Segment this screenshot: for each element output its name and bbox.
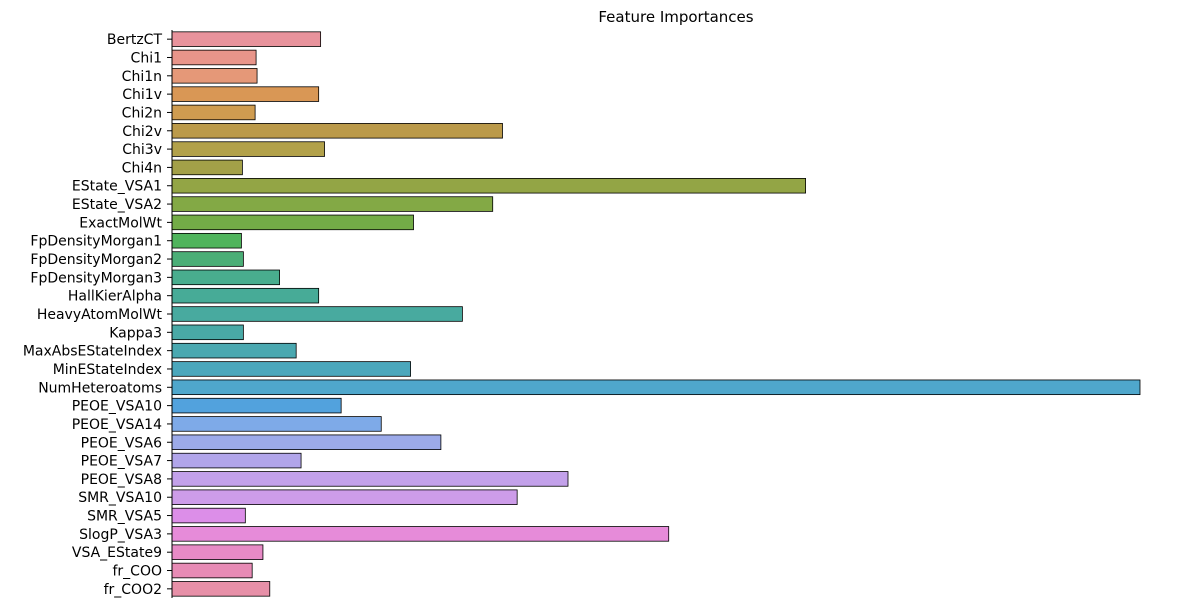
bar-estate-vsa1	[171, 178, 806, 194]
y-tick-label: ExactMolWt	[79, 215, 162, 231]
y-tick-label: EState_VSA1	[72, 179, 162, 195]
y-tick-label: NumHeteroatoms	[38, 380, 162, 396]
bar-peoe-vsa14	[171, 416, 382, 432]
y-tick-label: SMR_VSA5	[87, 509, 162, 525]
y-tick-label: HallKierAlpha	[68, 289, 162, 305]
y-tick-label: FpDensityMorgan3	[30, 270, 162, 286]
y-tick-label: Chi1	[131, 50, 162, 66]
y-tick-label: Chi3v	[122, 142, 162, 158]
y-tick-label: Chi4n	[122, 160, 162, 176]
chart-title: Feature Importances	[598, 8, 753, 26]
bar-fr-coo	[171, 562, 253, 579]
bar-chi1v	[171, 86, 320, 102]
bar-hallkieralpha	[171, 287, 320, 304]
y-tick-label: Chi2n	[122, 105, 162, 121]
bar-smr-vsa5	[171, 507, 246, 524]
bar-smr-vsa10	[171, 489, 518, 505]
bar-kappa3	[171, 324, 244, 341]
y-tick-label: PEOE_VSA8	[81, 472, 162, 488]
bar-chi1	[171, 49, 257, 66]
bar-estate-vsa2	[171, 196, 494, 212]
bar-bertzct	[171, 31, 322, 47]
bar-chi3v	[171, 141, 325, 157]
y-tick-label: fr_COO	[113, 564, 163, 580]
y-tick-label: HeavyAtomMolWt	[37, 307, 163, 323]
y-tick-label: PEOE_VSA10	[72, 399, 162, 415]
y-tick-label: PEOE_VSA7	[81, 454, 162, 470]
bar-fpdensitymorgan1	[171, 232, 242, 249]
y-tick-labels-group: BertzCT Chi1 Chi1n Chi1v Chi2n Chi2v Chi3v Chi4…	[23, 32, 172, 598]
y-tick-label: SMR_VSA10	[78, 490, 162, 506]
y-tick-label: FpDensityMorgan2	[30, 252, 162, 268]
bar-maxabsestateindex	[171, 342, 297, 359]
y-tick-label: Kappa3	[109, 325, 162, 341]
bar-chi4n	[171, 159, 243, 176]
bar-heavyatommolwt	[171, 306, 463, 322]
bar-vsa-estate9	[171, 544, 264, 560]
y-tick-label: VSA_EState9	[72, 545, 162, 561]
bar-minestateindex	[171, 361, 411, 377]
bar-chi1n	[171, 68, 258, 84]
bar-fpdensitymorgan2	[171, 251, 244, 267]
bar-chi2v	[171, 123, 503, 139]
bar-numheteroatoms	[171, 379, 1141, 396]
y-tick-label: Chi1v	[122, 87, 162, 103]
bar-fr-coo2	[171, 581, 271, 597]
bar-peoe-vsa7	[171, 452, 302, 469]
y-tick-label: FpDensityMorgan1	[30, 234, 162, 250]
bar-exactmolwt	[171, 214, 414, 231]
bar-peoe-vsa8	[171, 471, 569, 487]
y-tick-label: PEOE_VSA14	[72, 417, 162, 433]
y-tick-label: MaxAbsEStateIndex	[23, 344, 162, 360]
bar-peoe-vsa6	[171, 434, 442, 450]
y-tick-label: Chi1n	[122, 69, 162, 85]
y-tick-label: MinEStateIndex	[53, 362, 162, 378]
bar-chi2n	[171, 104, 256, 121]
y-tick-label: fr_COO2	[104, 582, 162, 598]
bar-peoe-vsa10	[171, 397, 342, 414]
y-tick-label: SlogP_VSA3	[79, 527, 162, 543]
y-tick-label: EState_VSA2	[72, 197, 162, 213]
bars-group	[171, 31, 1141, 597]
y-tick-label: BertzCT	[107, 32, 163, 48]
y-tick-label: PEOE_VSA6	[81, 435, 162, 451]
bar-fpdensitymorgan3	[171, 269, 280, 286]
bar-slogp-vsa3	[171, 526, 670, 542]
y-tick-label: Chi2v	[122, 124, 162, 140]
